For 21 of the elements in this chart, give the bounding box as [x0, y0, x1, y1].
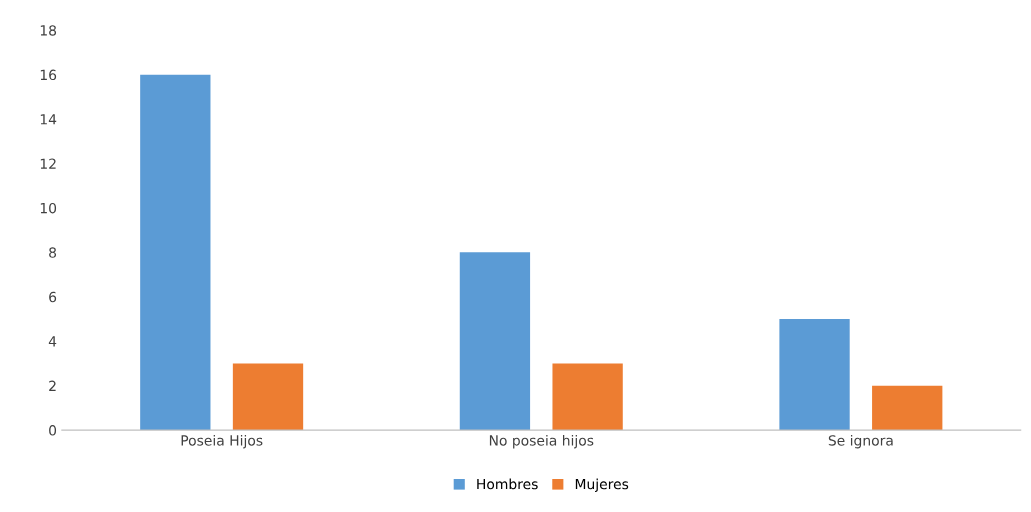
y-tick-label: 2: [49, 380, 56, 391]
y-tick-label: 12: [40, 158, 56, 169]
bar: [779, 319, 850, 431]
y-tick-label: 6: [49, 291, 57, 303]
y-tick-label: 4: [48, 336, 57, 347]
y-tick-label: 16: [40, 69, 57, 81]
legend-label: Hombres: [477, 478, 538, 490]
y-tick-label: 8: [49, 247, 57, 258]
bar: [459, 252, 531, 431]
bar: [140, 74, 211, 431]
bar: [552, 363, 623, 431]
x-tick-label: Poseia Hijos: [181, 434, 263, 449]
y-tick-label: 0: [49, 425, 57, 436]
bar: [232, 363, 304, 431]
y-tick-label: 14: [40, 114, 57, 125]
x-tick-label: No poseia hijos: [489, 434, 594, 449]
y-tick-label: 10: [40, 202, 57, 214]
bar: [872, 385, 943, 431]
x-tick-label: Se ignora: [828, 434, 893, 449]
legend-label: Mujeres: [575, 478, 629, 493]
y-tick-label: 18: [40, 25, 57, 36]
